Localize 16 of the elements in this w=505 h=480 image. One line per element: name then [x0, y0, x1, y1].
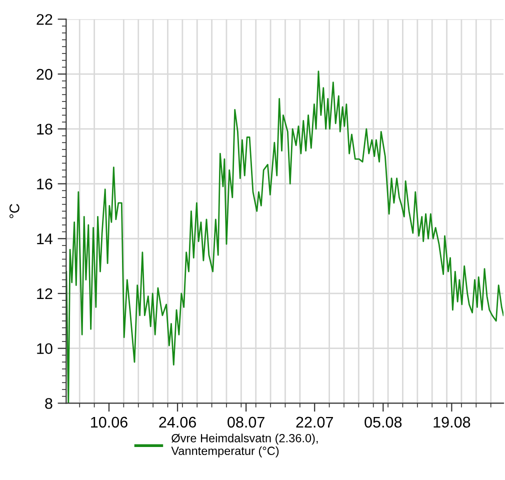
x-tick-label: 19.08 — [434, 416, 470, 428]
y-tick-label: 10 — [37, 343, 52, 354]
x-tick-label: 05.08 — [364, 416, 402, 428]
x-tick-label: 08.07 — [228, 416, 264, 428]
y-tick-label: 14 — [37, 234, 53, 244]
legend-label: Øvre Heimdalsvatn (2.36.0), Vanntemperatur (°C) — [171, 434, 318, 458]
x-tick-label: 10.06 — [91, 416, 128, 428]
y-tick-label: 18 — [37, 124, 52, 135]
x-tick-label: 24.06 — [159, 416, 196, 428]
y-tick-label: 22 — [36, 14, 52, 25]
x-tick-label: 22.07 — [296, 416, 333, 428]
y-tick-label: 16 — [37, 178, 52, 190]
y-tick-label: 12 — [37, 288, 52, 300]
y-tick-label: 20 — [36, 68, 52, 80]
y-tick-label: 8 — [45, 398, 52, 409]
y-axis-title: °C — [10, 204, 20, 218]
